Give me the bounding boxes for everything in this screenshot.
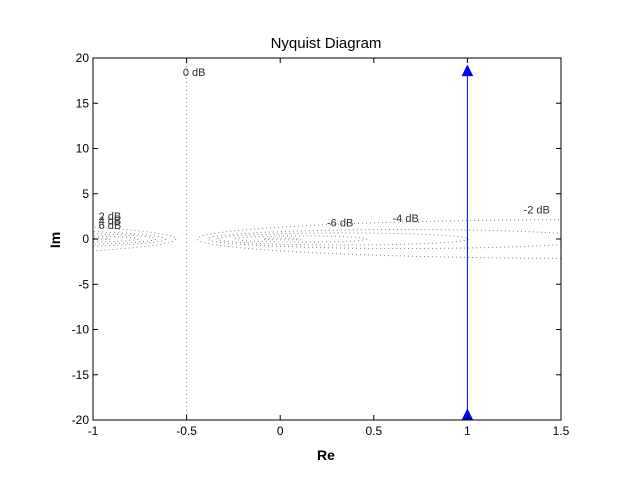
m-circle-label: 4 dB	[99, 216, 122, 228]
y-axis-label: Im	[47, 232, 63, 248]
m-circle	[217, 232, 469, 246]
m-circle	[93, 231, 166, 247]
m-circle-label: 2 dB	[99, 211, 122, 223]
m-circle-label: 6 dB	[99, 220, 122, 232]
x-tick-label: 0	[277, 424, 284, 438]
m-circle	[93, 237, 111, 241]
x-tick-label: -1	[88, 424, 99, 438]
y-tick-label: 15	[76, 96, 90, 110]
m-circle	[234, 235, 368, 243]
m-circle	[93, 235, 139, 243]
m-circle	[262, 237, 302, 241]
m-circle-label: -6 dB	[327, 217, 353, 229]
m-circle	[93, 226, 177, 252]
axes-background	[93, 58, 561, 420]
x-tick-label: 1	[464, 424, 471, 438]
ticks-layer	[92, 57, 562, 421]
y-tick-label: -20	[72, 413, 90, 427]
m-circle	[93, 233, 156, 245]
y-tick-label: 5	[82, 187, 89, 201]
y-tick-label: -15	[72, 368, 90, 382]
x-axis-label: Re	[317, 447, 335, 463]
tick-labels-layer: -1 -0.5 0 0.5 1 1.5 -20 -15 -10 -5 0 5 10 15 20	[72, 51, 570, 438]
y-tick-label: 10	[76, 142, 90, 156]
x-tick-label: -0.5	[176, 424, 197, 438]
chart-title: Nyquist Diagram	[271, 35, 382, 52]
grid-layer: 0 dB -2 dB -4 dB -6 dB 2 dB4 dB6 dB	[93, 58, 561, 420]
direction-arrow	[461, 64, 474, 77]
y-tick-label: -5	[78, 277, 89, 291]
y-tick-label: -10	[72, 323, 90, 337]
m-circle-label: -2 dB	[524, 205, 550, 217]
m-circle-label: -4 dB	[393, 213, 419, 225]
y-tick-label: 0	[82, 232, 89, 246]
m-circle-label: 0 dB	[183, 67, 206, 79]
y-tick-label: 20	[76, 51, 90, 65]
x-tick-label: 0.5	[365, 424, 382, 438]
x-tick-label: 1.5	[553, 424, 570, 438]
